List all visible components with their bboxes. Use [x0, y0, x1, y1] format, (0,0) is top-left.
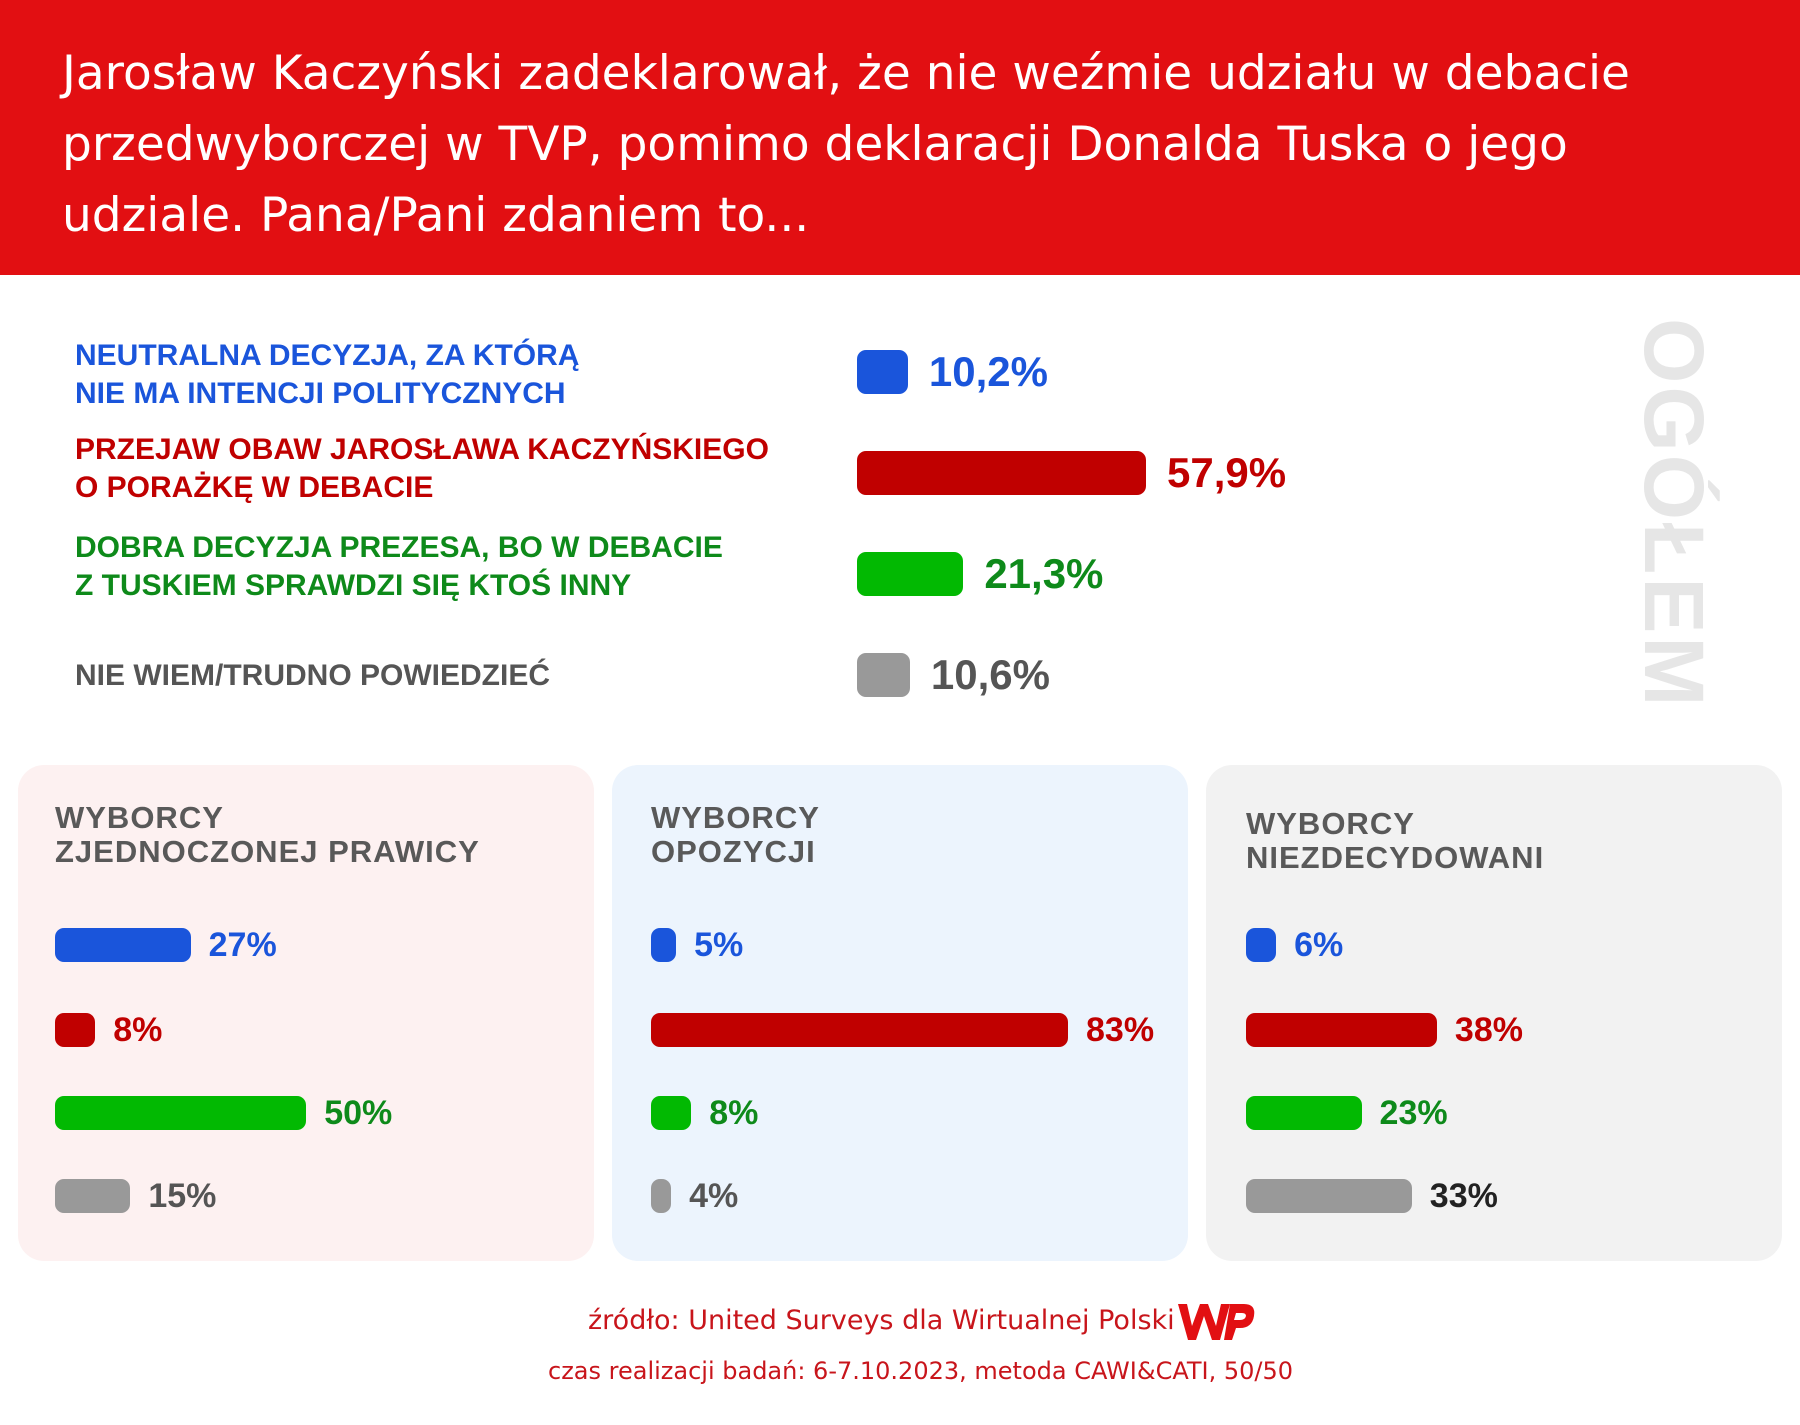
overall-value-label: 21,3% [984, 550, 1104, 597]
panel-value-label: 8% [709, 1094, 759, 1132]
overall-category-label-line: PRZEJAW OBAW JAROSŁAWA KACZYŃSKIEGO [75, 433, 769, 466]
overall-bar [857, 451, 1146, 495]
overall-category-label-line: NEUTRALNA DECYZJA, ZA KTÓRĄ [75, 339, 580, 372]
panel-value-label: 38% [1454, 1011, 1523, 1049]
question-title: Jarosław Kaczyński zadeklarował, że nie … [62, 46, 1630, 243]
overall-bar [857, 350, 908, 394]
panel-value-label: 6% [1294, 926, 1344, 964]
panel-title: WYBORCY NIEZDECYDOWANI [1246, 807, 1766, 875]
overall-value-label: 57,9% [1167, 449, 1287, 496]
panel-bar [1246, 1013, 1437, 1047]
panel-value-label: 4% [689, 1177, 739, 1215]
overall-bar [857, 653, 910, 697]
panel-title-line: WYBORCY [651, 800, 820, 835]
overall-category-label-line: NIE MA INTENCJI POLITYCZNYCH [75, 377, 566, 410]
overall-category-label-line: DOBRA DECYZJA PREZESA, BO W DEBACIE [75, 531, 723, 564]
panel-undecided-voters: WYBORCY NIEZDECYDOWANI 6% 38% 23% 33% [1206, 765, 1782, 1261]
overall-category-label: NIE WIEM/TRUDNO POWIEDZIEĆ [75, 657, 795, 695]
panel-value-label: 27% [208, 926, 277, 964]
overall-category-label-line: NIE WIEM/TRUDNO POWIEDZIEĆ [75, 659, 550, 692]
source-note: źródło: United Surveys dla Wirtualnej Po… [588, 1305, 1175, 1336]
overall-category-label: NEUTRALNA DECYZJA, ZA KTÓRĄ NIE MA INTENC… [75, 337, 795, 413]
overall-section-label: OGÓŁEM [1627, 318, 1721, 710]
panel-bar [651, 1096, 692, 1130]
panel-right-voters: WYBORCY ZJEDNOCZONEJ PRAWICY 27% 8% 50% 15% [18, 765, 594, 1261]
panel-value-label: 23% [1379, 1094, 1448, 1132]
panel-title: WYBORCY ZJEDNOCZONEJ PRAWICY [55, 801, 575, 869]
panel-value-label: 83% [1086, 1011, 1155, 1049]
panel-value-label: 15% [148, 1177, 217, 1215]
panel-bar [1246, 928, 1277, 962]
panel-bar [651, 1013, 1068, 1047]
overall-value-label: 10,6% [930, 651, 1050, 698]
panel-bar [55, 1179, 131, 1213]
panel-opposition-voters: WYBORCY OPOZYCJI 5% 83% 8% 4% [612, 765, 1188, 1261]
panel-title-line: WYBORCY [1246, 806, 1415, 841]
panel-bar [1246, 1096, 1362, 1130]
panel-value-label: 33% [1429, 1177, 1498, 1215]
panel-title-line: NIEZDECYDOWANI [1246, 840, 1545, 875]
panel-bar [1246, 1179, 1412, 1213]
overall-category-label: DOBRA DECYZJA PREZESA, BO W DEBACIE Z TUS… [75, 529, 795, 605]
header-banner: Jarosław Kaczyński zadeklarował, że nie … [0, 0, 1800, 275]
panel-value-label: 8% [113, 1011, 163, 1049]
panel-title-line: WYBORCY [55, 800, 224, 835]
overall-value-label: 10,2% [928, 348, 1048, 395]
overall-bar [857, 552, 964, 596]
survey-details-note: czas realizacji badań: 6-7.10.2023, meto… [548, 1357, 1294, 1385]
wp-logo-icon [1178, 1304, 1255, 1340]
panel-title-line: ZJEDNOCZONEJ PRAWICY [55, 834, 480, 869]
panel-value-label: 5% [694, 926, 744, 964]
panel-bar [651, 1179, 672, 1213]
panel-bar [55, 1096, 307, 1130]
overall-category-label: PRZEJAW OBAW JAROSŁAWA KACZYŃSKIEGO O POR… [75, 431, 795, 507]
overall-category-label-line: O PORAŻKĘ W DEBACIE [75, 471, 434, 504]
panel-bar [55, 1013, 96, 1047]
panel-bar [651, 928, 677, 962]
panel-title-line: OPOZYCJI [651, 834, 816, 869]
panel-title: WYBORCY OPOZYCJI [651, 801, 1171, 869]
overall-category-label-line: Z TUSKIEM SPRAWDZI SIĘ KTOŚ INNY [75, 569, 632, 602]
panel-value-label: 50% [324, 1094, 393, 1132]
overall-chart: NEUTRALNA DECYZJA, ZA KTÓRĄ NIE MA INTENC… [0, 275, 1800, 755]
panel-bar [55, 928, 191, 962]
